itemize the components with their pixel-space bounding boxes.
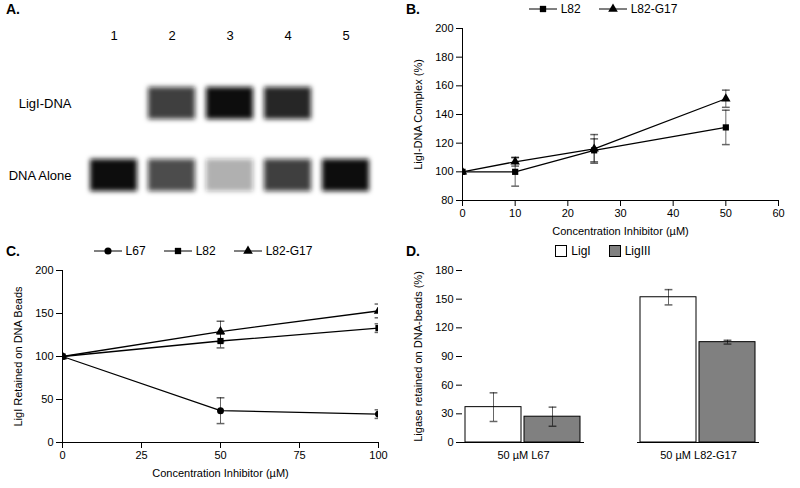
svg-text:DNA Alone: DNA Alone — [9, 168, 72, 183]
svg-text:Concentration Inhibitor (µM): Concentration Inhibitor (µM) — [552, 225, 689, 237]
svg-text:80: 80 — [441, 194, 453, 206]
html-text:A.: A. — [6, 1, 20, 17]
svg-text:0: 0 — [447, 436, 453, 448]
svg-text:75: 75 — [293, 449, 305, 461]
svg-text:60: 60 — [772, 207, 784, 219]
svg-text:10: 10 — [509, 207, 521, 219]
svg-text:LigI-DNA: LigI-DNA — [19, 96, 72, 111]
html-text:L67: L67 — [125, 244, 146, 258]
svg-text:2: 2 — [168, 28, 175, 43]
svg-text:30: 30 — [614, 207, 626, 219]
svg-text:4: 4 — [284, 28, 291, 43]
svg-text:120: 120 — [435, 137, 453, 149]
svg-text:1: 1 — [110, 28, 117, 43]
svg-text:Ligase retained on DNA-beads (: Ligase retained on DNA-beads (%) — [412, 271, 424, 442]
html-text:L82-G17: L82-G17 — [265, 244, 313, 258]
svg-text:200: 200 — [35, 264, 53, 276]
svg-text:40: 40 — [667, 207, 679, 219]
svg-text:120: 120 — [435, 321, 453, 333]
html-text:L82-G17: L82-G17 — [630, 2, 678, 16]
svg-text:160: 160 — [435, 79, 453, 91]
svg-text:3: 3 — [226, 28, 233, 43]
svg-text:60: 60 — [441, 379, 453, 391]
svg-text:LigI-DNA Complex (%): LigI-DNA Complex (%) — [412, 59, 424, 170]
svg-text:100: 100 — [35, 350, 53, 362]
svg-text:25: 25 — [135, 449, 147, 461]
html-text:LigIII: LigIII — [624, 244, 651, 258]
svg-text:0: 0 — [459, 207, 465, 219]
html-text:B.: B. — [406, 1, 420, 17]
svg-text:30: 30 — [441, 407, 453, 419]
svg-text:20: 20 — [562, 207, 574, 219]
svg-text:140: 140 — [435, 108, 453, 120]
svg-text:200: 200 — [435, 22, 453, 34]
svg-text:150: 150 — [435, 293, 453, 305]
svg-text:150: 150 — [35, 307, 53, 319]
svg-text:100: 100 — [435, 165, 453, 177]
svg-text:Concentration Inhibitor (µM): Concentration Inhibitor (µM) — [152, 467, 289, 479]
svg-text:90: 90 — [441, 350, 453, 362]
html-text:L82: L82 — [195, 244, 216, 258]
svg-text:50 µM L82-G17: 50 µM L82-G17 — [660, 449, 737, 461]
svg-text:50 µM L67: 50 µM L67 — [497, 449, 549, 461]
svg-text:50: 50 — [214, 449, 226, 461]
svg-text:0: 0 — [59, 449, 65, 461]
html-text:L82: L82 — [560, 2, 581, 16]
svg-text:180: 180 — [435, 51, 453, 63]
html-text:D.: D. — [406, 243, 420, 259]
svg-text:5: 5 — [342, 28, 349, 43]
svg-text:100: 100 — [369, 449, 387, 461]
svg-text:180: 180 — [435, 264, 453, 276]
svg-text:50: 50 — [41, 393, 53, 405]
svg-text:50: 50 — [720, 207, 732, 219]
svg-text:0: 0 — [47, 436, 53, 448]
html-text:C.: C. — [6, 243, 20, 259]
html-text:LigI: LigI — [571, 244, 591, 258]
svg-text:LigI Retained on DNA Beads: LigI Retained on DNA Beads — [12, 286, 24, 427]
